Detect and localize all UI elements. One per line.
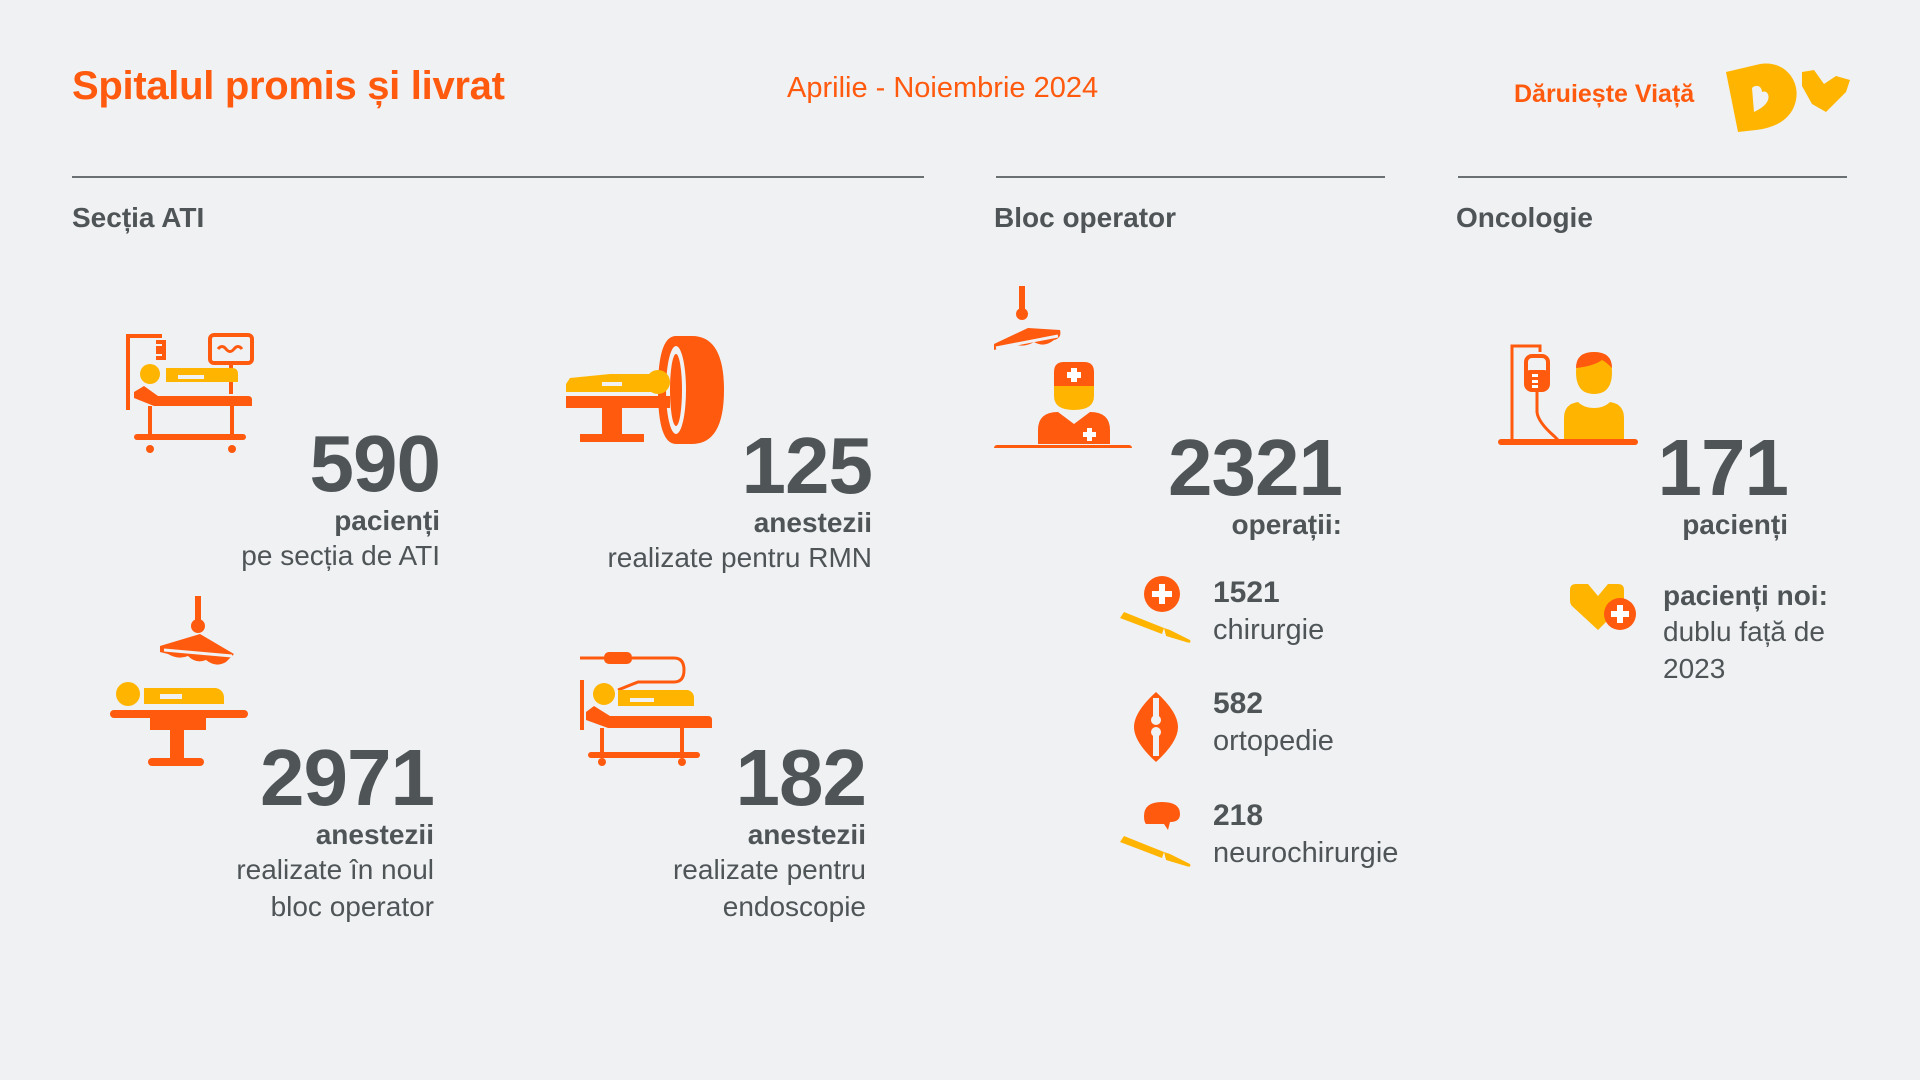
divider-ati bbox=[72, 176, 924, 178]
section-heading-ati: Secția ATI bbox=[72, 202, 205, 233]
breakdown-item-orthopedics: 582 ortopedie bbox=[1213, 689, 1334, 756]
stat-value: 2321 bbox=[1168, 423, 1343, 512]
oncology-new-patients-note: pacienți noi: dublu față de 2023 bbox=[1663, 578, 1863, 687]
stat-unit: anestezii bbox=[747, 819, 866, 850]
stat-value: 125 bbox=[741, 421, 873, 510]
stat-desc-line-2: bloc operator bbox=[270, 890, 434, 922]
endoscopy-bed-icon bbox=[578, 650, 718, 771]
section-heading-oncologie: Oncologie bbox=[1456, 202, 1593, 233]
breakdown-value: 1521 bbox=[1213, 576, 1280, 609]
breakdown-value: 582 bbox=[1213, 687, 1264, 720]
stat-card-ati-endoscopy: 182 anestezii realizate pentru endoscopi… bbox=[590, 733, 867, 926]
note-heading: pacienți noi: bbox=[1663, 580, 1828, 611]
breakdown-label: chirurgie bbox=[1213, 614, 1325, 646]
breakdown-item-surgery: 1521 chirurgie bbox=[1213, 578, 1324, 645]
divider-oncologie bbox=[1458, 176, 1847, 178]
stat-desc: realizate pentru RMN bbox=[607, 541, 872, 573]
stat-unit: pacienți bbox=[1682, 509, 1788, 540]
note-line-1: dublu față de bbox=[1663, 616, 1825, 648]
heart-plus-icon bbox=[1568, 584, 1642, 641]
stat-unit: anestezii bbox=[315, 819, 434, 850]
stat-value: 171 bbox=[1657, 423, 1789, 512]
brand-logo-icon bbox=[1722, 62, 1852, 139]
page-title: Spitalul promis și livrat bbox=[72, 64, 505, 108]
stat-value: 590 bbox=[309, 419, 441, 508]
stat-desc-line-1: realizate în noul bbox=[236, 853, 434, 885]
note-line-2: 2023 bbox=[1663, 652, 1726, 684]
breakdown-value: 218 bbox=[1213, 799, 1264, 832]
section-heading-bloc: Bloc operator bbox=[994, 202, 1177, 233]
stat-desc-line-1: realizate pentru bbox=[672, 853, 866, 885]
stat-value: 2971 bbox=[260, 733, 435, 822]
stat-desc: pe secția de ATI bbox=[241, 539, 440, 571]
stat-value: 182 bbox=[735, 733, 867, 822]
icu-bed-icon bbox=[124, 332, 264, 459]
stat-card-bloc-operations: 2321 operații: bbox=[1100, 423, 1343, 542]
bone-joint-icon bbox=[1134, 692, 1178, 767]
divider-bloc bbox=[996, 176, 1385, 178]
mri-scanner-icon bbox=[566, 334, 726, 451]
stat-card-ati-patients: 590 pacienți pe secția de ATI bbox=[180, 419, 441, 575]
date-range: Aprilie - Noiembrie 2024 bbox=[787, 72, 1099, 104]
breakdown-label: neurochirurgie bbox=[1213, 837, 1399, 869]
stat-card-ati-mri: 125 anestezii realizate pentru RMN bbox=[560, 421, 873, 577]
brand-name: Dăruiește Viață bbox=[1514, 80, 1695, 108]
breakdown-label: ortopedie bbox=[1213, 725, 1334, 757]
scalpel-plus-icon bbox=[1118, 576, 1194, 649]
stat-unit: anestezii bbox=[753, 507, 872, 538]
operating-table-icon bbox=[108, 594, 250, 771]
surgeon-icon bbox=[992, 284, 1134, 453]
stat-card-oncology-patients: 171 pacienți bbox=[1560, 423, 1789, 542]
brain-scalpel-icon bbox=[1118, 800, 1194, 873]
stat-desc-line-2: endoscopie bbox=[722, 890, 866, 922]
breakdown-item-neurosurgery: 218 neurochirurgie bbox=[1213, 801, 1398, 868]
stat-unit: pacienți bbox=[334, 505, 440, 536]
stat-card-ati-operating-block: 2971 anestezii realizate în noul bloc op… bbox=[150, 733, 435, 926]
stat-unit: operații: bbox=[1231, 509, 1342, 540]
iv-patient-icon bbox=[1498, 342, 1638, 451]
